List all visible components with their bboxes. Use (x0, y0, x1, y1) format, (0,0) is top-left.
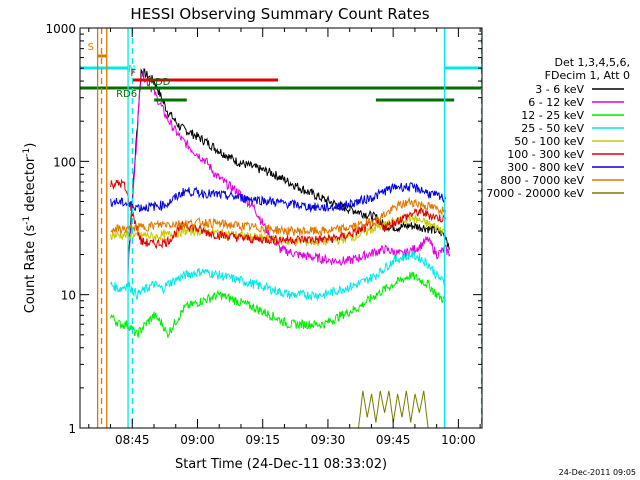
y-axis-label-c: ) (23, 143, 38, 148)
y-tick-label-3: 1000 (45, 22, 76, 36)
y-axis-label-sup2: -1 (22, 148, 32, 157)
legend-label-7: 800 - 7000 keV (500, 174, 584, 187)
x-axis-label: Start Time (24-Dec-11 08:33:02) (175, 457, 387, 472)
series-line-5 (110, 178, 446, 250)
y-tick-label-0: 1 (68, 422, 76, 436)
flag-label-0: S (88, 42, 94, 53)
series-line-6 (110, 182, 446, 213)
y-axis-label-b: detector (23, 156, 38, 216)
plot-layer (80, 28, 482, 428)
series-line-7 (110, 196, 446, 237)
legend-label-3: 25 - 50 keV (521, 122, 584, 135)
series-line-2 (110, 271, 446, 338)
legend-label-1: 6 - 12 keV (528, 96, 584, 109)
timestamp: 24-Dec-2011 09:05 (559, 468, 636, 477)
x-tick-label-3: 09:30 (311, 433, 346, 447)
y-tick-label-2: 100 (53, 155, 76, 169)
x-tick-label-2: 09:15 (245, 433, 280, 447)
y-axis-label-sup1: -1 (22, 216, 32, 225)
legend-label-6: 300 - 800 keV (507, 161, 584, 174)
chart-title: HESSI Observing Summary Count Rates (130, 5, 429, 23)
x-tick-label-4: 09:45 (376, 433, 411, 447)
flag-label-3: F (130, 68, 136, 79)
legend-label-4: 50 - 100 keV (514, 135, 584, 148)
legend-header-1: Det 1,3,4,5,6, (554, 56, 630, 69)
legend-label-5: 100 - 300 keV (507, 148, 584, 161)
flag-label-4: RDD (148, 77, 171, 88)
legend-label-0: 3 - 6 keV (535, 83, 584, 96)
y-tick-label-1: 10 (61, 289, 76, 303)
legend-label-2: 12 - 25 keV (521, 109, 584, 122)
y-axis-label: Count Rate (s-1 detector-1) (22, 143, 38, 314)
flag-label-5: RD6 (116, 89, 137, 100)
series-line-0 (127, 68, 450, 261)
flag-label-1: N (128, 64, 135, 75)
plot-frame (79, 27, 483, 429)
series-line-3 (110, 249, 446, 302)
legend-label-8: 7000 - 20000 keV (486, 187, 584, 200)
x-tick-label-0: 08:45 (115, 433, 150, 447)
x-tick-label-1: 09:00 (180, 433, 215, 447)
y-axis-label-a: Count Rate (s (23, 225, 38, 314)
series-line-1 (127, 70, 451, 277)
legend-header-2: FDecim 1, Att 0 (545, 69, 630, 82)
x-tick-label-5: 10:00 (441, 433, 476, 447)
